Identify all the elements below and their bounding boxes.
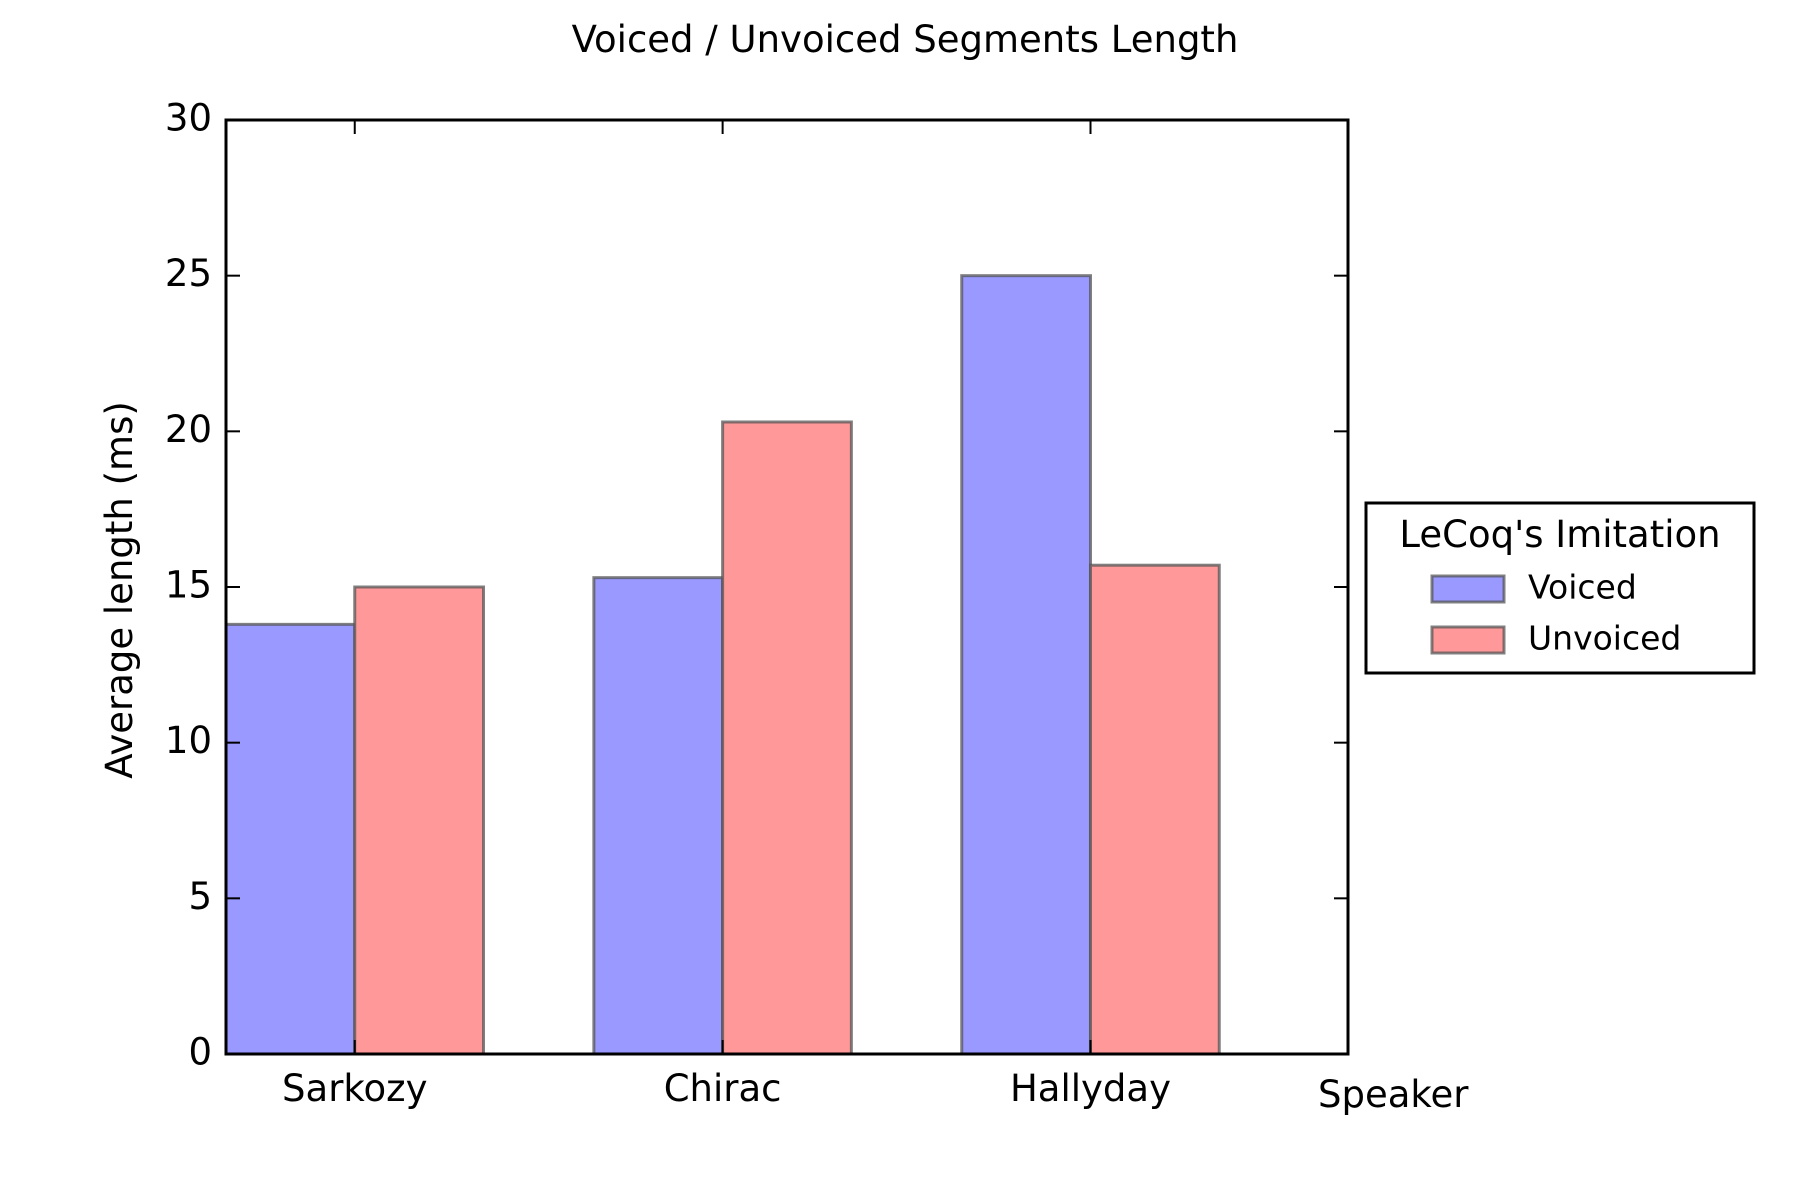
y-tick-label: 15 bbox=[165, 564, 212, 607]
y-tick-label: 25 bbox=[165, 252, 212, 295]
y-tick-label: 10 bbox=[165, 719, 212, 762]
bar-unvoiced-chirac bbox=[721, 420, 853, 1056]
y-tick-label: 0 bbox=[188, 1031, 212, 1074]
bar-unvoiced-hallyday bbox=[1088, 563, 1221, 1056]
legend: LeCoq's Imitation Voiced Unvoiced bbox=[1364, 501, 1756, 675]
x-axis-label: Speaker bbox=[1318, 1073, 1469, 1116]
legend-items: Voiced Unvoiced bbox=[1430, 568, 1681, 658]
x-tick-label-chirac: Chirac bbox=[664, 1067, 782, 1110]
y-tick-label: 20 bbox=[165, 408, 212, 451]
x-tick-label-sarkozy: Sarkozy bbox=[282, 1067, 427, 1110]
y-tick-label: 5 bbox=[188, 875, 212, 918]
bar-voiced-chirac bbox=[592, 576, 725, 1056]
legend-label-unvoiced: Unvoiced bbox=[1528, 619, 1681, 658]
bar-voiced-sarkozy bbox=[224, 622, 357, 1056]
legend-title: LeCoq's Imitation bbox=[1399, 513, 1720, 556]
x-tick-label-hallyday: Hallyday bbox=[1010, 1067, 1171, 1110]
y-axis-label: Average length (ms) bbox=[98, 401, 141, 779]
bar-voiced-hallyday bbox=[960, 274, 1092, 1056]
legend-swatch-voiced bbox=[1430, 574, 1506, 604]
y-tick-label: 30 bbox=[165, 97, 212, 140]
bars-layer bbox=[224, 274, 1221, 1056]
legend-label-voiced: Voiced bbox=[1528, 568, 1637, 607]
ticks-layer: 0 5 10 15 20 25 30 Sarkozy Chirac Hallyday bbox=[165, 97, 1348, 1110]
legend-swatch-unvoiced bbox=[1430, 625, 1506, 655]
bar-unvoiced-sarkozy bbox=[353, 585, 486, 1056]
chart-title: Voiced / Unvoiced Segments Length bbox=[572, 18, 1239, 61]
